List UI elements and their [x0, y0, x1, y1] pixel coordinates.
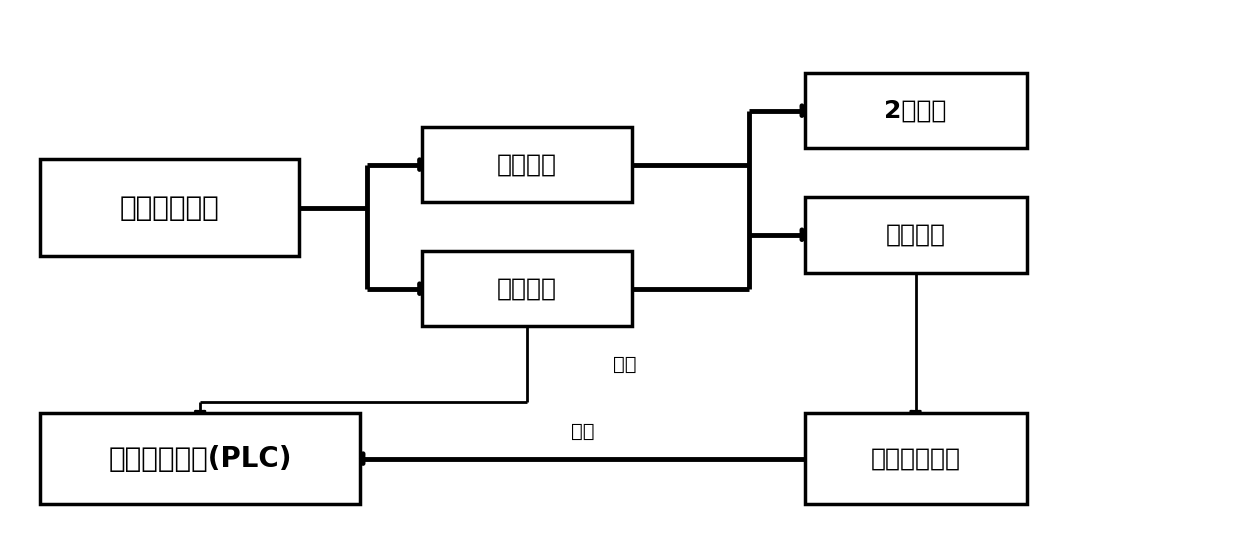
Text: 数据测站: 数据测站 — [497, 153, 558, 177]
FancyBboxPatch shape — [804, 73, 1027, 148]
Text: 信号基站: 信号基站 — [497, 277, 558, 301]
Text: 2根天线: 2根天线 — [885, 99, 947, 123]
FancyBboxPatch shape — [804, 413, 1027, 505]
FancyBboxPatch shape — [422, 127, 632, 202]
FancyBboxPatch shape — [40, 159, 299, 256]
FancyBboxPatch shape — [804, 197, 1027, 272]
Text: 塔基控制系统(PLC): 塔基控制系统(PLC) — [108, 445, 292, 473]
Text: 光纤: 光纤 — [613, 355, 637, 374]
Text: 北斗卫星系统: 北斗卫星系统 — [119, 194, 219, 222]
Text: 光纤: 光纤 — [571, 422, 595, 441]
FancyBboxPatch shape — [422, 251, 632, 326]
Text: 机舱控制系统: 机舱控制系统 — [871, 446, 960, 471]
Text: 采集模块: 采集模块 — [886, 223, 945, 247]
FancyBboxPatch shape — [40, 413, 361, 505]
